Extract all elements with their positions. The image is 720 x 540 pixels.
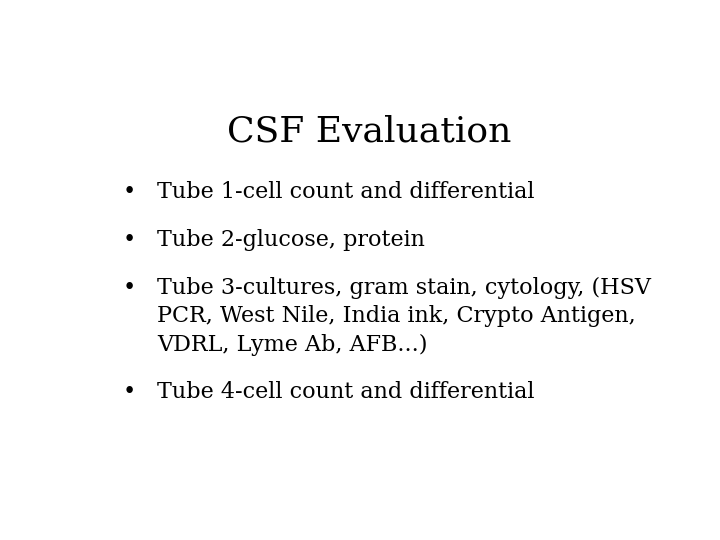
- Text: •: •: [122, 277, 135, 299]
- Text: •: •: [122, 381, 135, 403]
- Text: Tube 1-cell count and differential: Tube 1-cell count and differential: [157, 181, 534, 203]
- Text: Tube 4-cell count and differential: Tube 4-cell count and differential: [157, 381, 534, 403]
- Text: PCR, West Nile, India ink, Crypto Antigen,: PCR, West Nile, India ink, Crypto Antige…: [157, 305, 636, 327]
- Text: •: •: [122, 181, 135, 203]
- Text: Tube 2-glucose, protein: Tube 2-glucose, protein: [157, 229, 425, 251]
- Text: VDRL, Lyme Ab, AFB...): VDRL, Lyme Ab, AFB...): [157, 333, 428, 355]
- Text: CSF Evaluation: CSF Evaluation: [227, 114, 511, 148]
- Text: •: •: [122, 229, 135, 251]
- Text: Tube 3-cultures, gram stain, cytology, (HSV: Tube 3-cultures, gram stain, cytology, (…: [157, 277, 651, 299]
